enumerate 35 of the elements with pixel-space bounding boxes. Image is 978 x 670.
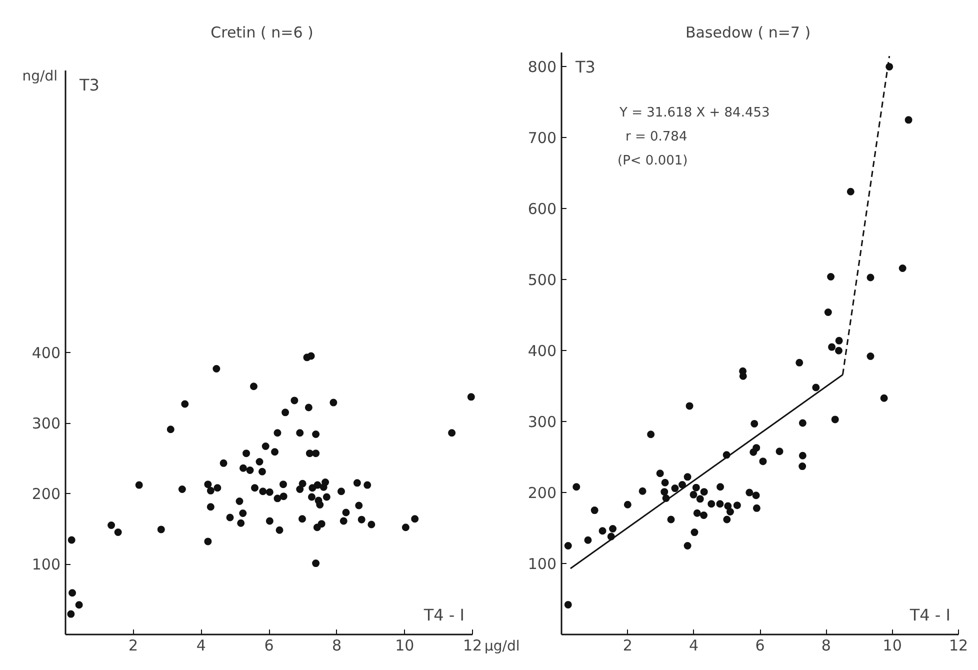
x-axis-title: T4 - I — [908, 606, 951, 624]
x-tick-label: 10 — [395, 636, 414, 654]
y-tick-label: 700 — [528, 129, 557, 148]
y-tick-label: 600 — [528, 200, 557, 218]
chart-title: Basedow ( n=7 ) — [685, 24, 811, 42]
y-tick-label: 400 — [528, 342, 557, 360]
y-tick-label: 100 — [32, 556, 61, 574]
y-tick-label: 300 — [32, 414, 61, 432]
annotation: Y = 31.618 X + 84.453 — [618, 106, 770, 120]
annotation: r = 0.784 — [626, 130, 688, 144]
y-axis-title: T3 — [78, 76, 100, 94]
y-tick-label: 300 — [528, 413, 557, 432]
text: μg/dl — [484, 638, 520, 654]
y-tick-label: 500 — [528, 271, 557, 290]
chart-title: Cretin ( n=6 ) — [210, 24, 314, 42]
y-tick-label: 400 — [32, 344, 61, 362]
x-tick-label: 12 — [948, 636, 968, 654]
y-tick-label: 200 — [528, 484, 557, 502]
x-tick-label: 8 — [821, 636, 831, 654]
y-tick-label: 800 — [528, 58, 557, 76]
x-tick-label: 4 — [689, 636, 699, 654]
y-tick-label: 200 — [32, 485, 61, 503]
x-tick-label: 10 — [882, 636, 902, 654]
x-tick-label: 6 — [755, 636, 765, 654]
x-tick-label: 4 — [196, 636, 206, 654]
x-tick-label: 2 — [128, 636, 138, 654]
annotation: (P< 0.001) — [618, 154, 688, 168]
x-tick-label: 6 — [264, 636, 274, 654]
x-tick-label: 12 — [462, 636, 482, 654]
x-tick-label: 8 — [332, 636, 342, 654]
x-axis-title: T4 - I — [422, 606, 465, 624]
x-tick-label: 2 — [622, 636, 632, 654]
y-tick-label: 100 — [528, 555, 557, 574]
y-axis-title: T3 — [574, 58, 596, 76]
text: ng/dl — [22, 68, 58, 84]
